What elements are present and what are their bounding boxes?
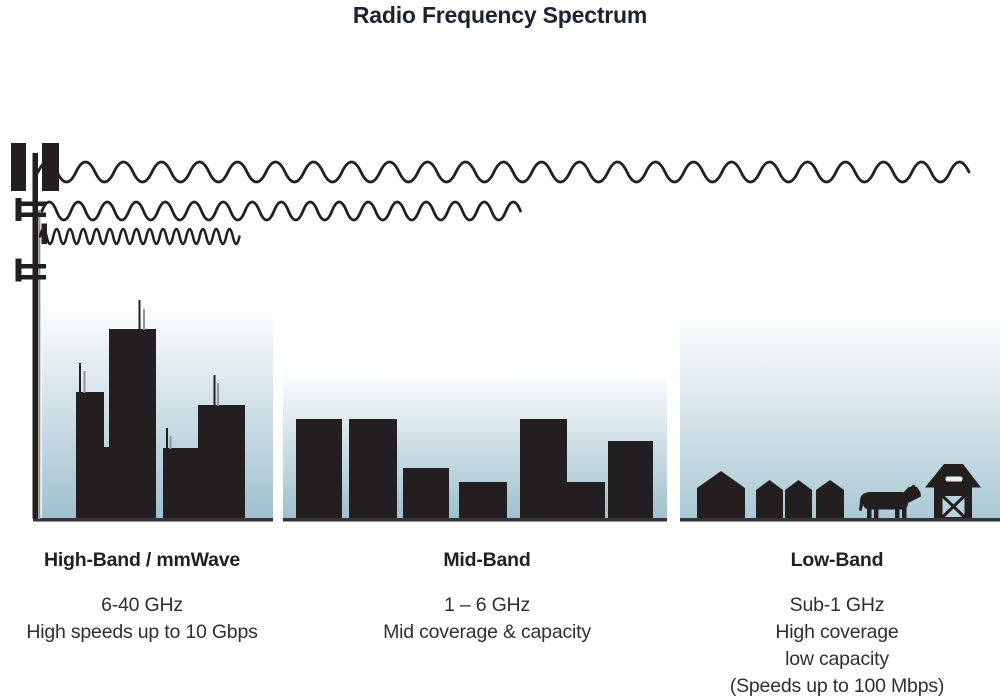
high-band-short-wave	[38, 227, 241, 246]
lowband-frequency: Sub-1 GHz	[789, 594, 885, 616]
midrise-skyline-icon	[296, 419, 653, 519]
midband-description: 1 – 6 GHz Mid coverage & capacity	[342, 592, 632, 646]
midband-coverage: Mid coverage & capacity	[383, 621, 591, 643]
house-icon	[697, 471, 844, 519]
highband-description: 6-40 GHz High speeds up to 10 Gbps	[0, 592, 287, 646]
lowband-coverage: High coverage	[775, 621, 899, 643]
highband-ground-line	[33, 518, 273, 522]
lowband-capacity: low capacity	[785, 648, 889, 670]
lowband-speed: (Speeds up to 100 Mbps)	[729, 675, 945, 697]
lowband-heading: Low-Band	[790, 549, 884, 571]
radio-waves	[36, 160, 971, 246]
lowband-description: Sub-1 GHz High coverage low capacity (Sp…	[692, 592, 982, 700]
mid-band-medium-wave	[40, 200, 522, 222]
spectrum-diagram	[11, 143, 1000, 522]
highband-heading: High-Band / mmWave	[43, 549, 241, 571]
lowband-section	[680, 312, 1000, 522]
midband-ground-line	[283, 518, 667, 522]
low-band-long-wave	[36, 160, 971, 184]
barn-icon	[925, 464, 981, 520]
midband-frequency: 1 – 6 GHz	[444, 594, 530, 616]
midband-section	[283, 370, 667, 522]
skyscraper-skyline-icon	[76, 329, 245, 519]
cell-tower-icon	[11, 143, 59, 519]
midband-heading: Mid-Band	[443, 549, 531, 571]
highband-speed: High speeds up to 10 Gbps	[26, 621, 258, 643]
building-antenna-icon	[83, 309, 219, 449]
highband-frequency: 6-40 GHz	[101, 594, 183, 616]
highband-section	[33, 300, 273, 522]
lowband-ground-line	[680, 518, 1000, 522]
page-title: Radio Frequency Spectrum	[352, 2, 648, 28]
building-antenna-icon	[79, 300, 216, 449]
cow-icon	[859, 484, 921, 519]
